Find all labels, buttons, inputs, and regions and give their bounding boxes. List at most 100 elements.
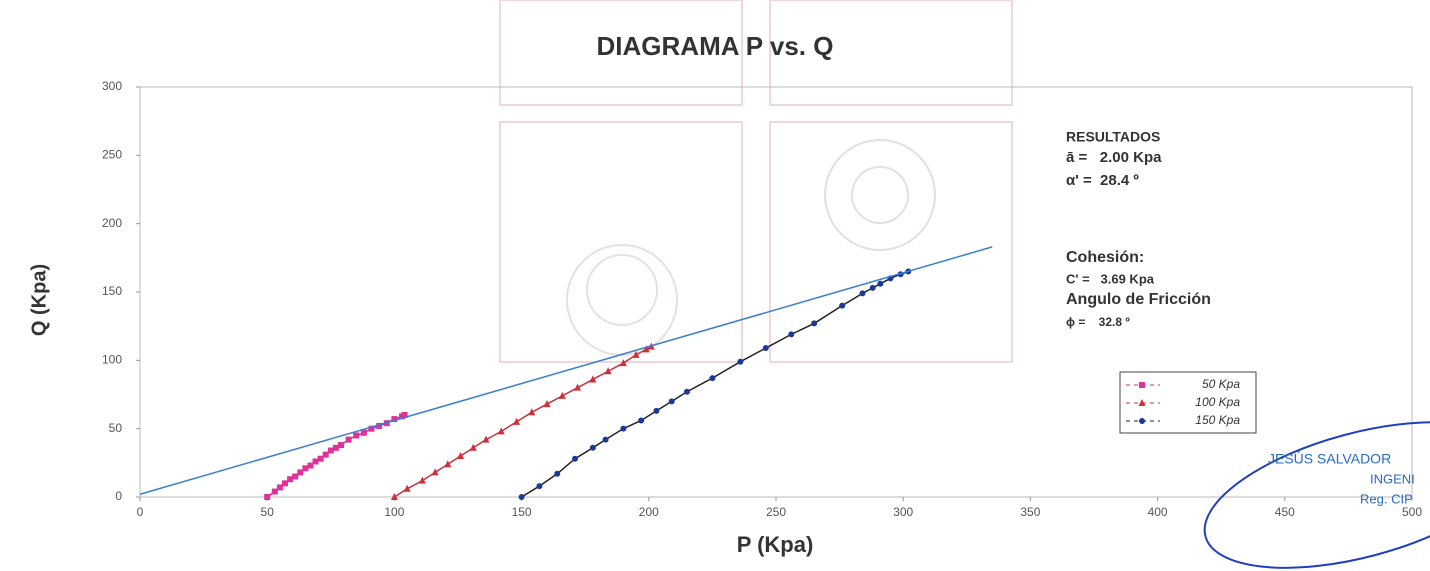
data-point [632, 350, 640, 358]
data-point [709, 375, 716, 382]
data-point [312, 458, 319, 465]
legend-marker [1138, 399, 1146, 406]
data-point [683, 388, 690, 395]
data-point [401, 412, 408, 418]
x-tick-label: 0 [137, 505, 144, 519]
legend-marker [1139, 382, 1145, 388]
data-point [317, 455, 324, 462]
annotation: RESULTADOS [1066, 129, 1160, 145]
series-line [521, 270, 909, 498]
data-point [287, 476, 294, 483]
data-point [558, 391, 566, 399]
chart-title: DIAGRAMA P vs. Q [597, 31, 834, 61]
data-point [390, 493, 398, 500]
data-point [431, 468, 439, 476]
data-point [604, 367, 612, 375]
data-point [368, 425, 375, 432]
x-tick-label: 150 [512, 505, 532, 519]
series-line [139, 246, 993, 495]
legend-marker [1139, 418, 1145, 424]
x-tick-label: 400 [1148, 505, 1168, 519]
annotation: Angulo de Fricción [1066, 291, 1211, 308]
data-point [513, 417, 521, 425]
data-point [345, 436, 352, 443]
data-point [418, 476, 426, 484]
data-point [360, 429, 367, 436]
annotation: ā = 2.00 Kpa [1066, 149, 1162, 166]
data-point [543, 400, 551, 408]
data-point [282, 480, 289, 487]
data-point [322, 451, 329, 458]
data-point [353, 432, 360, 439]
y-tick-label: 200 [102, 216, 122, 230]
data-point [536, 483, 543, 490]
data-point [391, 416, 398, 423]
data-point [444, 460, 452, 468]
data-point [403, 484, 411, 492]
data-point [668, 398, 675, 405]
data-point [859, 290, 866, 297]
data-point [292, 473, 299, 480]
y-axis-label: Q (Kpa) [28, 264, 50, 336]
annotation: α' = 28.4 º [1066, 172, 1139, 189]
data-point [642, 345, 650, 353]
data-point [653, 407, 660, 414]
y-tick-label: 0 [115, 489, 122, 503]
annotation: ϕ = 32.8 º [1066, 315, 1130, 329]
x-tick-label: 50 [261, 505, 275, 519]
data-point [337, 442, 344, 449]
stamp-text: Reg. CIP [1360, 491, 1413, 506]
x-tick-label: 300 [893, 505, 913, 519]
data-point [869, 284, 876, 291]
data-point [620, 425, 627, 432]
data-point [554, 470, 561, 477]
data-point [271, 488, 278, 495]
data-point [332, 444, 339, 451]
x-tick-label: 350 [1020, 505, 1040, 519]
data-point [589, 444, 596, 451]
data-point [497, 427, 505, 435]
data-point [276, 484, 283, 491]
x-tick-label: 500 [1402, 505, 1422, 519]
x-tick-label: 100 [384, 505, 404, 519]
data-point [619, 359, 627, 367]
y-tick-label: 100 [102, 353, 122, 367]
data-point [302, 465, 309, 472]
background-logos [499, 0, 1013, 363]
data-point [469, 443, 477, 451]
data-point [574, 383, 582, 391]
data-point [518, 494, 525, 500]
data-point [457, 452, 465, 459]
data-point [762, 345, 769, 352]
annotation: C' = 3.69 Kpa [1066, 271, 1155, 286]
stamp: JESÚS SALVADOR INGENI Reg. CIP [1203, 421, 1430, 569]
y-tick-label: 250 [102, 148, 122, 162]
data-point [297, 469, 304, 476]
data-point [877, 280, 884, 287]
legend-label: 100 Kpa [1195, 395, 1240, 409]
annotation: Cohesión: [1066, 249, 1144, 266]
legend-label: 50 Kpa [1202, 377, 1240, 391]
stamp-text: JESÚS SALVADOR [1268, 451, 1391, 467]
data-point [602, 436, 609, 443]
data-point [737, 358, 744, 365]
x-tick-label: 250 [766, 505, 786, 519]
data-point [482, 435, 490, 443]
data-point [528, 408, 536, 416]
data-point [307, 462, 314, 469]
plot-frame [139, 86, 1413, 498]
data-point [788, 331, 795, 338]
data-point [811, 320, 818, 327]
data-point [327, 447, 334, 454]
data-point [376, 422, 383, 429]
data-point [264, 494, 271, 500]
y-tick-label: 50 [109, 421, 123, 435]
stamp-text: INGENI [1370, 471, 1415, 486]
y-tick-label: 300 [102, 79, 122, 93]
x-tick-label: 200 [639, 505, 659, 519]
y-tick-label: 150 [102, 284, 122, 298]
data-point [572, 455, 579, 462]
data-point [839, 302, 846, 309]
data-point [638, 417, 645, 424]
